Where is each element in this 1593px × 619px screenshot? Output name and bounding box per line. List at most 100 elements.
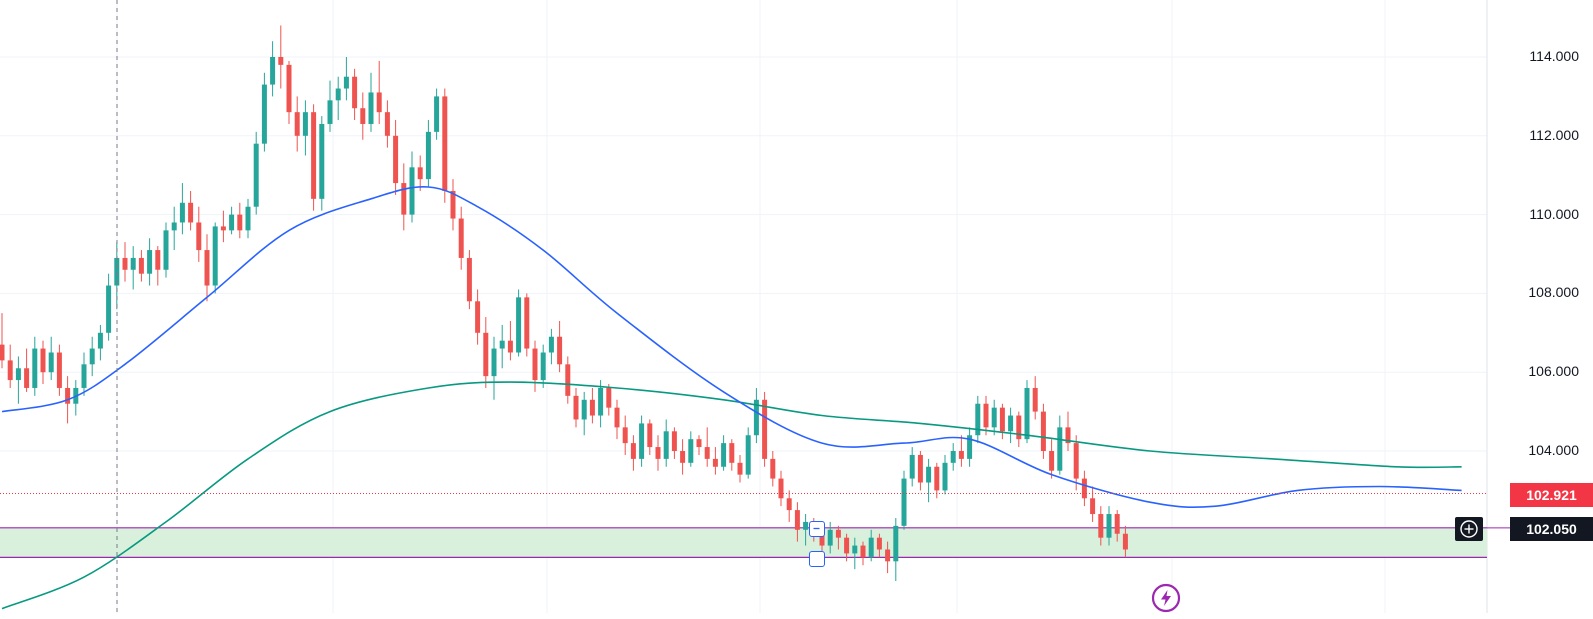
candle [581, 391, 587, 436]
candle-body [1032, 387, 1038, 412]
candle-body [762, 399, 768, 459]
candle-body [179, 202, 185, 223]
candle [56, 344, 62, 396]
candle [491, 336, 497, 400]
candle-body [1008, 415, 1014, 432]
candle [786, 490, 792, 522]
candle-body [1057, 427, 1063, 471]
candle-body [163, 230, 169, 270]
candle [876, 533, 882, 558]
candle-body [876, 537, 882, 550]
candle-body [65, 387, 71, 404]
candle-body [548, 336, 554, 353]
candle [368, 72, 374, 132]
candle-body [844, 537, 850, 554]
candle [171, 206, 177, 251]
candle-body [1106, 514, 1112, 538]
candle [573, 387, 579, 428]
candle-body [958, 451, 964, 459]
candle [179, 183, 185, 235]
candle-body [991, 407, 997, 428]
candle-body [967, 435, 973, 459]
candle [466, 250, 472, 310]
candle [794, 502, 800, 542]
candle-body [327, 100, 333, 124]
support-zone[interactable] [0, 527, 1593, 558]
candle [540, 344, 546, 388]
candle-body [893, 525, 899, 562]
candle [1065, 411, 1071, 451]
candle-body [483, 332, 489, 377]
candle [507, 320, 513, 361]
candle-body [466, 257, 472, 302]
candle-body [147, 250, 153, 274]
candle [335, 76, 341, 121]
candle-body [778, 478, 784, 499]
candle [425, 120, 431, 188]
candle [81, 352, 87, 396]
candle-body [950, 451, 956, 463]
candle-body [737, 462, 743, 475]
candle [24, 348, 30, 392]
candle [1057, 415, 1063, 475]
candle [106, 273, 112, 341]
candle [647, 419, 653, 455]
candle-body [860, 545, 866, 558]
candle-body [688, 439, 694, 463]
candle [885, 541, 891, 574]
candle [729, 439, 735, 471]
candle-body [130, 257, 136, 270]
candle [302, 100, 308, 156]
candle [220, 210, 226, 243]
candle [688, 431, 694, 467]
candle-body [614, 407, 620, 428]
candle-body [499, 340, 505, 349]
candle [762, 391, 768, 467]
candle-body [926, 466, 932, 483]
candle-body [122, 257, 128, 270]
candle-body [97, 332, 103, 349]
candle-body [24, 368, 30, 388]
candle [7, 344, 13, 388]
candle-body [1098, 514, 1104, 538]
candle-body [557, 336, 563, 365]
candle [89, 336, 95, 377]
candle-body [753, 399, 759, 436]
candle-body [975, 403, 981, 436]
candle-body [343, 76, 349, 89]
price-axis-label: 104.000 [1528, 442, 1579, 458]
zone-fill [0, 527, 1487, 558]
minus-handle-icon[interactable] [809, 521, 825, 537]
candle [975, 395, 981, 444]
candle-body [368, 92, 374, 124]
candle-body [138, 257, 144, 274]
candle-body [1040, 411, 1046, 451]
candle [860, 541, 866, 566]
square-handle-icon[interactable] [809, 551, 825, 567]
candle-body [827, 529, 833, 546]
price-axis-label: 106.000 [1528, 363, 1579, 380]
candle [868, 529, 874, 562]
candle [229, 206, 235, 235]
candle-body [319, 123, 325, 199]
candle [671, 427, 677, 459]
candle [753, 387, 759, 444]
candle [917, 451, 923, 491]
candle [122, 242, 128, 282]
plus-circle-icon[interactable] [1455, 517, 1483, 541]
candle-body [294, 112, 300, 136]
candle [278, 25, 284, 89]
candle [1098, 506, 1104, 546]
candle-body [1114, 514, 1120, 534]
candle-body [15, 368, 21, 381]
candle-body [540, 352, 546, 381]
candle-body [573, 395, 579, 420]
bolt-icon[interactable] [1150, 582, 1182, 614]
candle-body [1122, 533, 1128, 550]
candle [565, 356, 571, 404]
candle-body [565, 364, 571, 396]
candle [352, 68, 358, 121]
candle [1040, 403, 1046, 459]
candle [417, 155, 423, 191]
